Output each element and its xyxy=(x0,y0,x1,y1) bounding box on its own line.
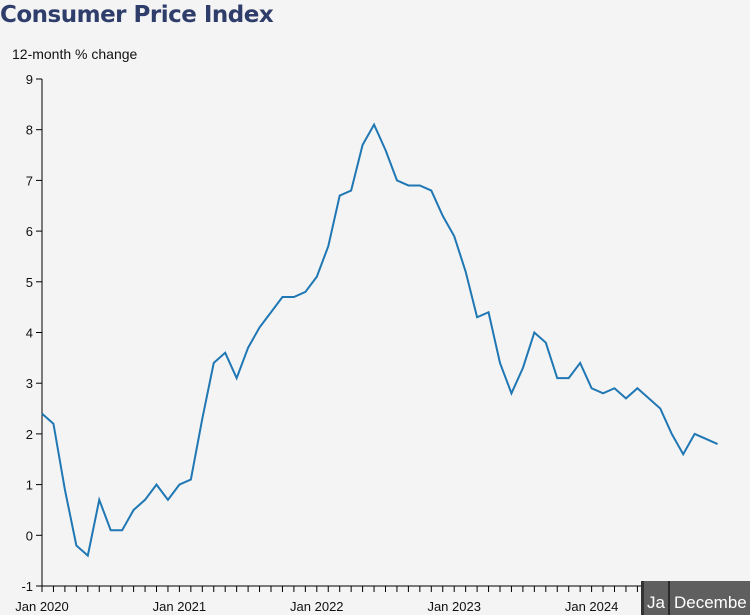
data-point xyxy=(567,376,571,380)
data-point xyxy=(418,183,422,187)
y-tick: 9 xyxy=(26,72,42,87)
y-tick-label: 5 xyxy=(26,275,33,290)
data-point xyxy=(258,325,262,329)
data-point xyxy=(704,437,708,441)
data-point xyxy=(177,483,181,487)
data-point xyxy=(74,543,78,547)
data-point xyxy=(235,376,239,380)
data-point xyxy=(246,346,250,350)
y-tick-label: 9 xyxy=(26,72,33,87)
y-tick: -1 xyxy=(21,579,42,594)
y-axis-label: 12-month % change xyxy=(12,46,138,62)
data-point xyxy=(555,376,559,380)
data-point xyxy=(590,386,594,390)
data-point xyxy=(693,432,697,436)
data-point xyxy=(544,341,548,345)
y-tick: 8 xyxy=(26,123,42,138)
data-point xyxy=(143,498,147,502)
y-tick-label: 6 xyxy=(26,224,33,239)
x-tick-label: Jan 2020 xyxy=(15,599,69,614)
data-point xyxy=(63,488,67,492)
data-point xyxy=(521,366,525,370)
data-point xyxy=(109,528,113,532)
data-point xyxy=(681,452,685,456)
y-tick-label: -1 xyxy=(21,579,33,594)
y-axis: -1 0 1 2 3 4 5 6 7 8 9 xyxy=(21,72,43,594)
data-point xyxy=(189,478,193,482)
data-point xyxy=(441,214,445,218)
x-tick-label: Jan 2022 xyxy=(290,599,344,614)
data-point xyxy=(532,331,536,335)
y-tick: 2 xyxy=(26,427,42,442)
y-tick-label: 2 xyxy=(26,427,33,442)
x-tick-label: Jan 2023 xyxy=(427,599,481,614)
y-tick-label: 0 xyxy=(26,528,33,543)
cpi-series-line xyxy=(41,122,718,558)
y-tick-label: 7 xyxy=(26,173,33,188)
chart-title: Consumer Price Index xyxy=(0,2,274,28)
data-point xyxy=(303,290,307,294)
y-tick-label: 1 xyxy=(26,478,33,493)
y-tick-label: 3 xyxy=(26,376,33,391)
data-point xyxy=(716,442,720,446)
data-point xyxy=(361,143,365,147)
data-point xyxy=(509,391,513,395)
y-tick-label: 4 xyxy=(26,326,33,341)
data-point xyxy=(487,310,491,314)
data-point xyxy=(464,270,468,274)
data-point xyxy=(200,417,204,421)
data-point xyxy=(155,483,159,487)
data-point xyxy=(86,554,90,558)
data-point xyxy=(406,183,410,187)
data-point xyxy=(338,194,342,198)
data-point xyxy=(429,189,433,193)
y-tick: 1 xyxy=(26,478,42,493)
data-point xyxy=(384,148,388,152)
data-point xyxy=(166,498,170,502)
x-axis: Jan 2020 Jan 2021 Jan 2022 Jan 2023 Jan 2024 xyxy=(15,585,750,614)
data-point xyxy=(315,275,319,279)
tooltip-year-text: Ja xyxy=(647,593,665,612)
data-point xyxy=(624,396,628,400)
y-tick: 0 xyxy=(26,528,42,543)
data-point xyxy=(326,244,330,248)
data-point xyxy=(97,498,101,502)
data-point xyxy=(212,361,216,365)
y-tick: 5 xyxy=(26,275,42,290)
data-point xyxy=(349,189,353,193)
data-point xyxy=(132,508,136,512)
data-point xyxy=(498,361,502,365)
data-point xyxy=(452,234,456,238)
tooltip-month-text: Decembe xyxy=(674,593,747,612)
data-point xyxy=(658,407,662,411)
data-point xyxy=(670,432,674,436)
data-point xyxy=(40,412,44,416)
data-point xyxy=(578,361,582,365)
y-tick: 6 xyxy=(26,224,42,239)
data-point xyxy=(223,351,227,355)
tooltip-divider xyxy=(668,581,670,615)
data-point xyxy=(647,396,651,400)
x-tick-label: Jan 2024 xyxy=(565,599,619,614)
y-tick: 4 xyxy=(26,326,42,341)
y-tick-label: 8 xyxy=(26,123,33,138)
data-point xyxy=(269,310,273,314)
data-point xyxy=(635,386,639,390)
data-point xyxy=(475,315,479,319)
hover-tooltip: Ja Decembe xyxy=(641,581,750,615)
data-point xyxy=(372,123,376,127)
data-point xyxy=(601,391,605,395)
data-point xyxy=(120,528,124,532)
x-tick-label: Jan 2021 xyxy=(153,599,207,614)
data-point xyxy=(613,386,617,390)
data-point xyxy=(51,422,55,426)
y-tick: 3 xyxy=(26,376,42,391)
data-point xyxy=(292,295,296,299)
data-point xyxy=(395,178,399,182)
data-point xyxy=(280,295,284,299)
y-tick: 7 xyxy=(26,173,42,188)
